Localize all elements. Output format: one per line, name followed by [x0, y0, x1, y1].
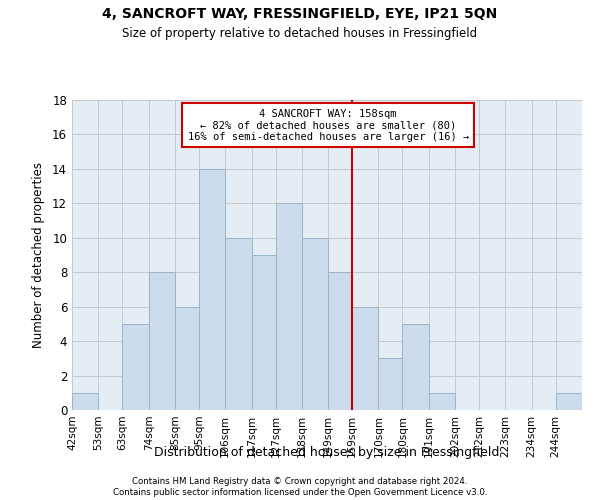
Bar	[72, 393, 98, 410]
Bar	[275, 204, 302, 410]
Bar	[149, 272, 175, 410]
Bar	[379, 358, 403, 410]
Bar	[352, 306, 379, 410]
Bar	[122, 324, 149, 410]
Text: Distribution of detached houses by size in Fressingfield: Distribution of detached houses by size …	[154, 446, 500, 459]
Text: Size of property relative to detached houses in Fressingfield: Size of property relative to detached ho…	[122, 28, 478, 40]
Y-axis label: Number of detached properties: Number of detached properties	[32, 162, 45, 348]
Bar	[302, 238, 328, 410]
Bar	[251, 255, 275, 410]
Bar	[403, 324, 429, 410]
Text: 4 SANCROFT WAY: 158sqm
← 82% of detached houses are smaller (80)
16% of semi-det: 4 SANCROFT WAY: 158sqm ← 82% of detached…	[188, 108, 469, 142]
Bar	[556, 393, 582, 410]
Bar	[225, 238, 251, 410]
Text: Contains public sector information licensed under the Open Government Licence v3: Contains public sector information licen…	[113, 488, 487, 497]
Bar	[175, 306, 199, 410]
Bar	[199, 169, 225, 410]
Text: Contains HM Land Registry data © Crown copyright and database right 2024.: Contains HM Land Registry data © Crown c…	[132, 476, 468, 486]
Text: 4, SANCROFT WAY, FRESSINGFIELD, EYE, IP21 5QN: 4, SANCROFT WAY, FRESSINGFIELD, EYE, IP2…	[103, 8, 497, 22]
Bar	[429, 393, 455, 410]
Bar	[328, 272, 352, 410]
